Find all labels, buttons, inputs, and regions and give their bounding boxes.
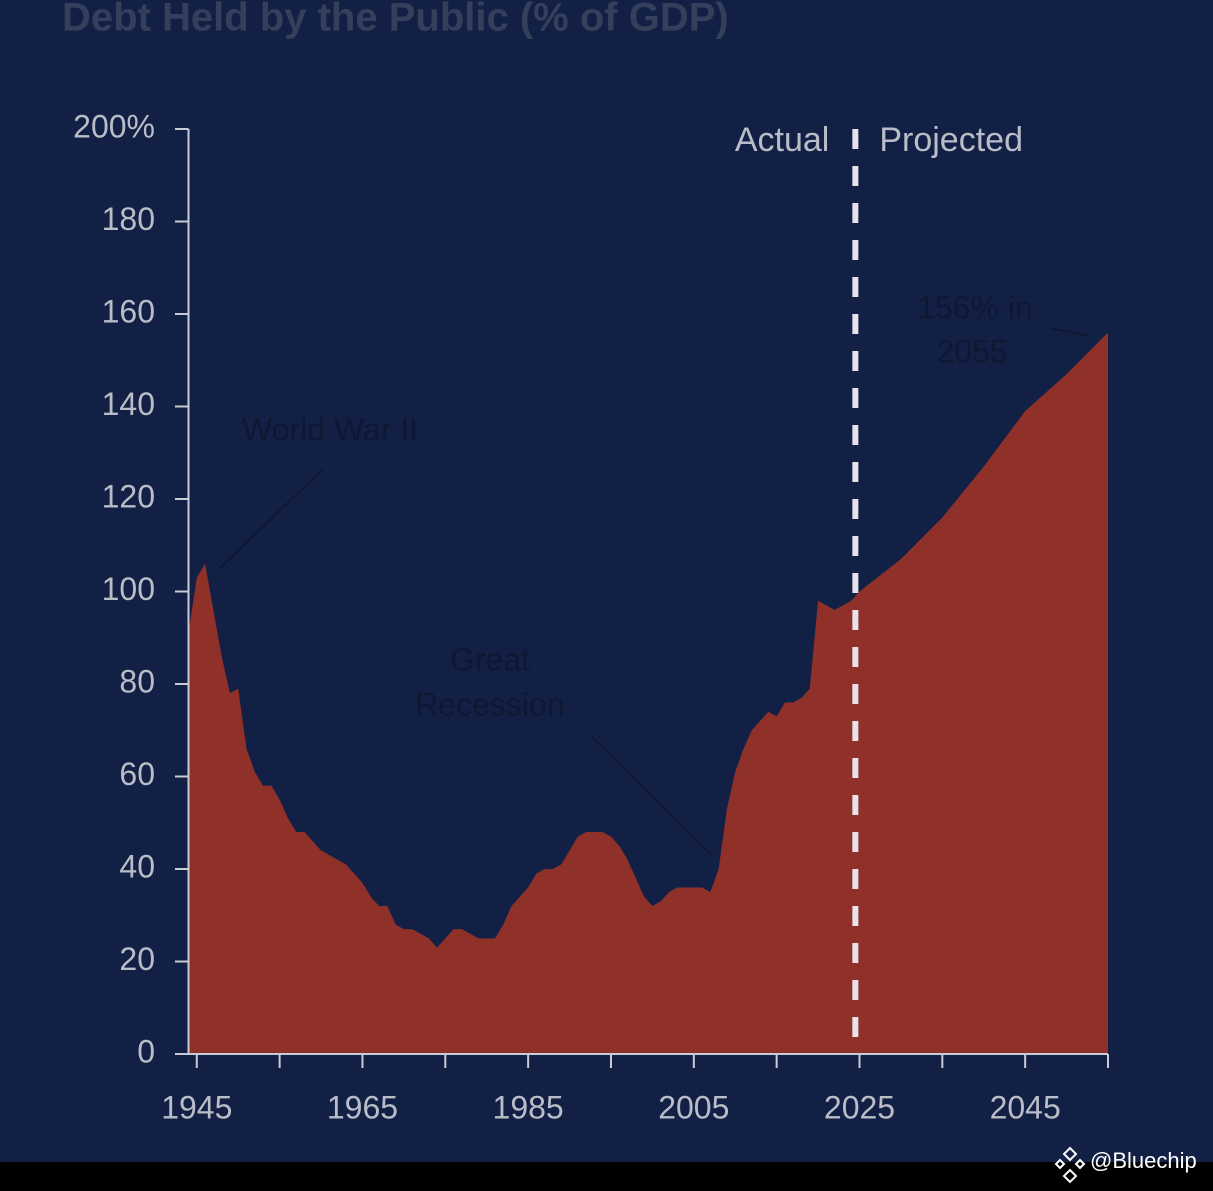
arrow — [219, 469, 323, 569]
y-tick-label: 40 — [119, 848, 155, 884]
x-tick-label: 1985 — [493, 1089, 564, 1125]
x-tick-label: 2025 — [824, 1089, 895, 1125]
y-tick-label: 80 — [119, 663, 155, 699]
y-tick-label: 200% — [73, 108, 155, 144]
arrow — [589, 734, 713, 856]
annotation: Great — [450, 641, 530, 677]
area — [188, 332, 1108, 1054]
y-tick-label: 20 — [119, 941, 155, 977]
y-tick-label: 60 — [119, 756, 155, 792]
footer-bar — [0, 1162, 1213, 1186]
arrow — [1049, 327, 1091, 337]
plot: 0 20 40 60 80 100 120 140 160 180 200% 1945 1965 1985… — [73, 108, 1109, 1125]
x-tick-label: 1965 — [327, 1089, 398, 1125]
y-tick-label: 160 — [102, 293, 155, 329]
y-tick-label: 180 — [102, 201, 155, 237]
annotation-arrows — [219, 327, 1091, 856]
y-tick-label: 100 — [102, 571, 155, 607]
x-tick-label: 2005 — [658, 1089, 729, 1125]
chart-title: Debt Held by the Public (% of GDP) — [62, 0, 729, 40]
watermark: @Bluechip — [1090, 1148, 1197, 1173]
annotation: 156% in — [917, 289, 1033, 325]
annotation: 2055 — [936, 333, 1007, 369]
divider-label: Actual — [735, 121, 830, 159]
y-tick-label: 140 — [102, 386, 155, 422]
divider-label: Projected — [879, 121, 1023, 159]
y-tick-label: 120 — [102, 478, 155, 514]
annotation: World War II — [242, 411, 418, 447]
watermark-icon — [1054, 1146, 1086, 1184]
x-tick-label: 2045 — [990, 1089, 1061, 1125]
annotation: Recession — [415, 686, 564, 722]
y-tick-label: 0 — [137, 1033, 155, 1069]
x-tick-label: 1945 — [161, 1089, 232, 1125]
